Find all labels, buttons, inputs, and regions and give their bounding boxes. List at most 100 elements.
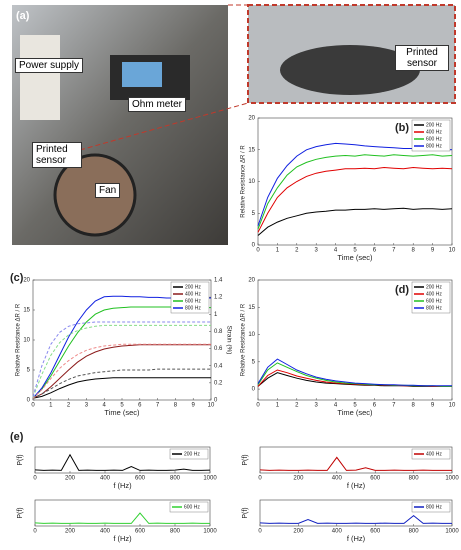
x-tick-label: 1000 <box>203 476 217 482</box>
y-tick-label: 20 <box>248 278 255 284</box>
x-tick-label: 0 <box>33 529 37 535</box>
x-tick-label: 800 <box>170 529 181 535</box>
panel-label: (e) <box>10 431 24 443</box>
x-tick-label: 200 <box>65 529 76 535</box>
x-tick-label: 800 <box>409 476 420 482</box>
x-tick-label: 0 <box>258 529 262 535</box>
x-tick-label: 7 <box>392 403 396 409</box>
inset-fan <box>280 45 420 95</box>
x-tick-label: 9 <box>431 403 435 409</box>
x-tick-label: 1000 <box>445 476 459 482</box>
x-tick-label: 1 <box>276 403 280 409</box>
x-tick-label: 5 <box>353 403 357 409</box>
panel-label: (b) <box>395 122 409 134</box>
legend <box>169 501 209 513</box>
x-axis-label: f (Hz) <box>113 481 132 490</box>
x-tick-label: 400 <box>332 529 343 535</box>
legend-label: 400 Hz <box>426 129 442 135</box>
legend-label: 200 Hz <box>426 122 442 128</box>
x-tick-label: 800 <box>409 529 420 535</box>
y-tick-label: 0 <box>27 398 31 404</box>
y-axis-label: P(f) <box>17 507 24 518</box>
x-tick-label: 800 <box>170 476 181 482</box>
y2-tick-label: 0.4 <box>214 363 223 369</box>
x-tick-label: 10 <box>449 403 456 409</box>
y2-axis-label: Strain (%) <box>225 326 232 355</box>
x-tick-label: 7 <box>392 248 396 254</box>
x-tick-label: 3 <box>315 248 319 254</box>
x-tick-label: 600 <box>135 476 146 482</box>
x-tick-label: 0 <box>256 403 260 409</box>
legend-label: 600 Hz <box>185 298 201 304</box>
y-axis-label: Relative Resistance ΔR / R <box>16 303 22 376</box>
y-axis-label: Relative Resistance ΔR / R <box>241 303 247 376</box>
series-line <box>32 377 211 399</box>
series-line <box>32 344 211 399</box>
zoom-line <box>79 102 249 151</box>
x-tick-label: 1000 <box>203 529 217 535</box>
series-line <box>259 514 452 524</box>
series-line <box>259 456 452 471</box>
x-tick-label: 9 <box>431 248 435 254</box>
x-tick-label: 0 <box>256 248 260 254</box>
panel-label: (d) <box>395 284 409 296</box>
x-tick-label: 2 <box>295 403 299 409</box>
x-axis-label: Time (sec) <box>337 253 373 262</box>
x-tick-label: 1 <box>49 403 53 409</box>
y2-tick-label: 1.2 <box>214 295 223 301</box>
x-tick-label: 5 <box>353 248 357 254</box>
panel-label: (a) <box>16 10 30 22</box>
y-tick-label: 0 <box>252 243 256 249</box>
x-axis-label: f (Hz) <box>347 534 366 543</box>
y-tick-label: 10 <box>23 338 30 344</box>
legend-label: 800 Hz <box>426 504 442 510</box>
x-tick-label: 600 <box>370 529 381 535</box>
x-tick-label: 600 <box>135 529 146 535</box>
power-supply-device <box>20 35 60 120</box>
series-line <box>257 207 453 236</box>
y-axis-label: P(f) <box>242 454 249 465</box>
series-line <box>257 166 453 233</box>
y-tick-label: 5 <box>27 368 31 374</box>
legend-label: 400 Hz <box>426 451 442 457</box>
legend <box>169 448 209 460</box>
x-tick-label: 0 <box>31 403 35 409</box>
x-tick-label: 8 <box>412 403 416 409</box>
x-tick-label: 0 <box>258 476 262 482</box>
meter-screen <box>122 62 162 87</box>
x-tick-label: 4 <box>334 403 338 409</box>
series-line <box>257 358 452 387</box>
legend-label: 800 Hz <box>426 143 442 149</box>
y2-tick-label: 0 <box>214 398 218 404</box>
y2-tick-label: 1 <box>214 312 218 318</box>
legend-label: 600 Hz <box>184 504 200 510</box>
inset-label: Printed sensor <box>395 45 449 71</box>
photo-label: Ohm meter <box>128 97 187 112</box>
legend-label: 400 Hz <box>426 291 442 297</box>
x-tick-label: 5 <box>120 403 124 409</box>
y-tick-label: 10 <box>248 179 255 185</box>
y-tick-label: 20 <box>248 116 255 122</box>
x-tick-label: 2 <box>295 248 299 254</box>
x-tick-label: 6 <box>373 403 377 409</box>
legend <box>411 448 451 460</box>
legend-label: 800 Hz <box>426 305 442 311</box>
legend-label: 200 Hz <box>184 451 200 457</box>
x-tick-label: 8 <box>412 248 416 254</box>
y-tick-label: 10 <box>248 332 255 338</box>
y-tick-label: 15 <box>248 147 255 153</box>
x-tick-label: 9 <box>192 403 196 409</box>
legend-label: 200 Hz <box>185 284 201 290</box>
y2-tick-label: 0.6 <box>214 346 223 352</box>
y2-tick-label: 0.2 <box>214 380 223 386</box>
x-tick-label: 10 <box>208 403 215 409</box>
series-line <box>34 512 210 524</box>
y2-tick-label: 1.4 <box>214 278 223 284</box>
x-tick-label: 7 <box>156 403 160 409</box>
x-tick-label: 6 <box>138 403 142 409</box>
x-tick-label: 600 <box>370 476 381 482</box>
x-tick-label: 10 <box>449 248 456 254</box>
x-tick-label: 1000 <box>445 529 459 535</box>
y-tick-label: 0 <box>252 387 256 393</box>
